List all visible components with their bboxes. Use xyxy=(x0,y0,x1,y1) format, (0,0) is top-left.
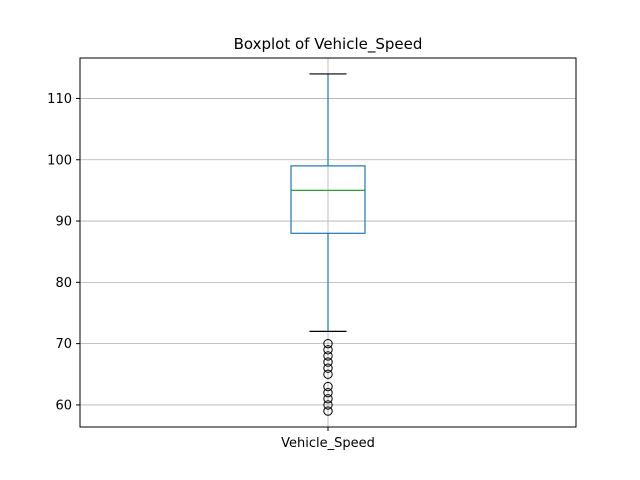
y-tick-label: 80 xyxy=(55,276,72,291)
outlier-point xyxy=(323,387,333,398)
y-tick-label: 100 xyxy=(47,153,72,168)
outlier-point xyxy=(323,338,333,349)
y-tick-label: 110 xyxy=(47,92,72,107)
outlier-point xyxy=(323,394,333,404)
axis-layer: 60 70 80 90 100 110 Vehicle_Speed xyxy=(47,92,375,451)
outlier-point xyxy=(323,351,333,361)
box-layer xyxy=(290,73,366,416)
outlier-point xyxy=(323,400,333,410)
outlier-point xyxy=(323,363,333,373)
outlier-point xyxy=(323,369,333,379)
y-tick-label: 70 xyxy=(55,337,72,352)
chart-title: Boxplot of Vehicle_Speed xyxy=(234,35,423,54)
outlier-point xyxy=(323,381,333,392)
y-tick-label: 60 xyxy=(55,398,72,413)
outlier-point xyxy=(323,357,333,367)
outlier-point xyxy=(323,345,333,355)
y-tick-label: 90 xyxy=(55,215,72,230)
iqr-box xyxy=(290,165,366,234)
outlier-point xyxy=(323,406,333,416)
x-tick-label: Vehicle_Speed xyxy=(281,436,375,451)
